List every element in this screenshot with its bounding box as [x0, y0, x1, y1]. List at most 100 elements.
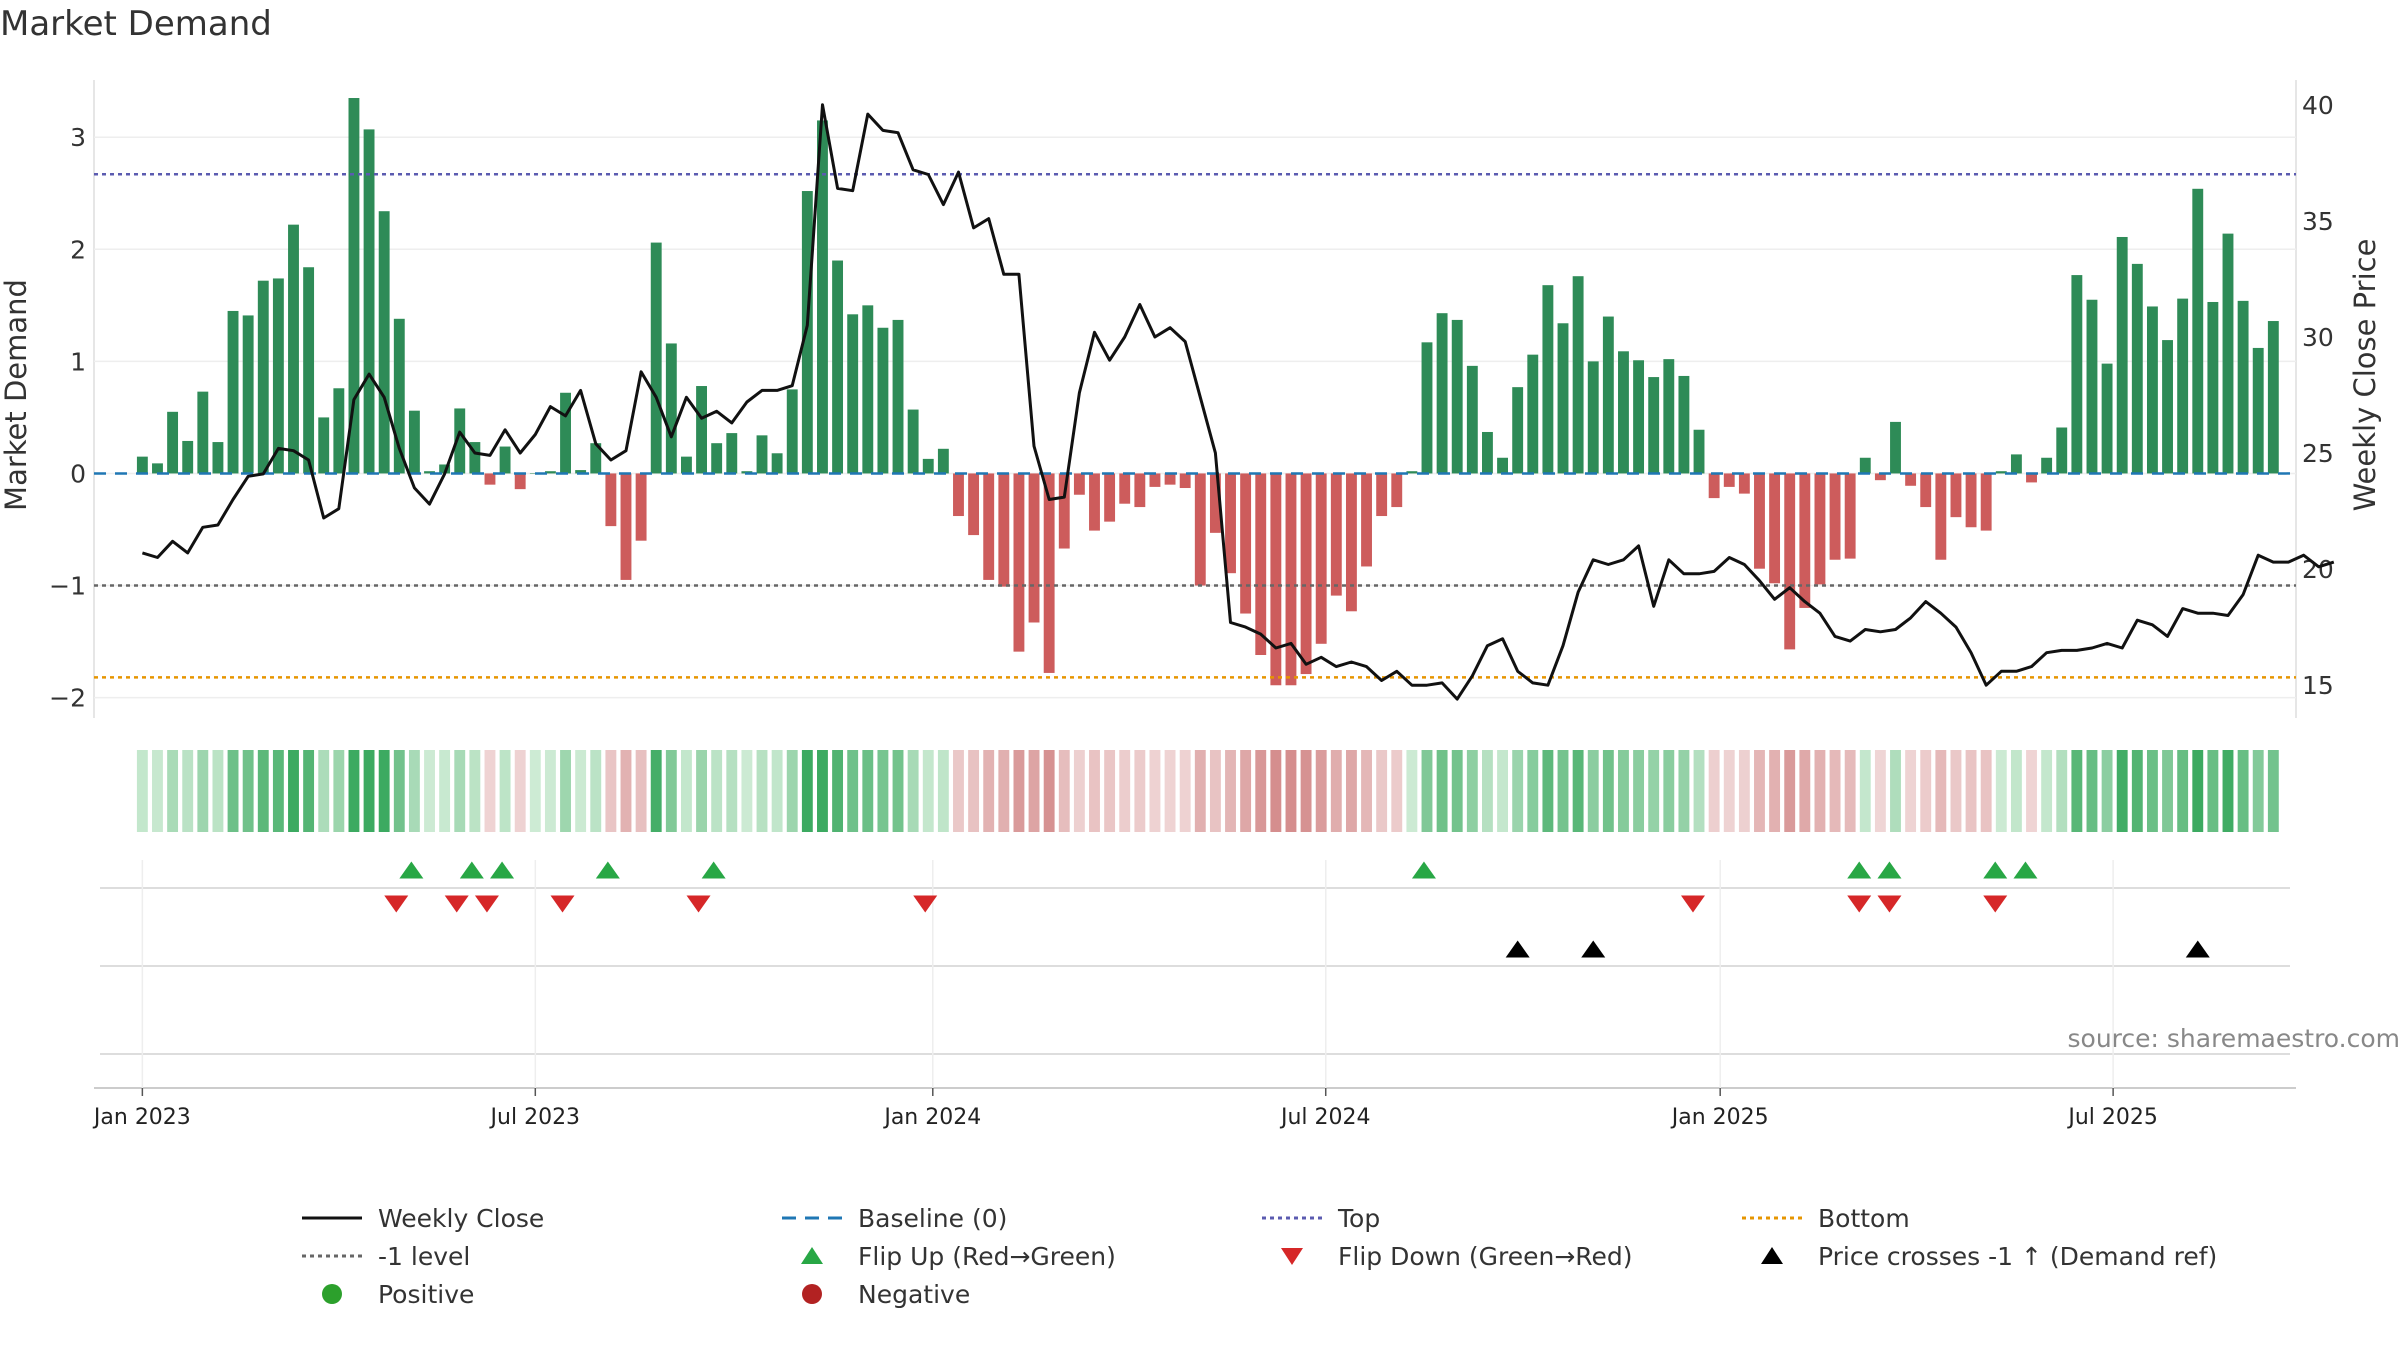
demand-bar — [1361, 473, 1372, 567]
heatmap-cell — [1073, 750, 1085, 832]
heatmap-cell — [1618, 750, 1629, 832]
heatmap-cell — [1089, 750, 1100, 832]
heatmap-cell — [1723, 750, 1735, 832]
y-tick-label: 0 — [70, 459, 86, 488]
demand-bar — [696, 386, 707, 474]
heatmap-cell — [937, 750, 949, 832]
demand-bar — [1557, 323, 1569, 474]
demand-bar — [1542, 285, 1554, 474]
heatmap-cell — [136, 750, 148, 832]
demand-bar — [1194, 473, 1206, 586]
demand-bar — [227, 310, 239, 474]
heatmap-cell — [1678, 750, 1690, 832]
y-tick-label: −2 — [49, 684, 86, 713]
flip-down-marker — [550, 895, 575, 913]
flip-down-marker — [444, 895, 469, 913]
heatmap-cell — [711, 750, 723, 832]
demand-bar — [1587, 361, 1599, 474]
legend-item-price-cross: Price crosses -1 ↑ (Demand ref) — [1740, 1238, 2217, 1274]
demand-bar — [2131, 263, 2143, 474]
demand-bar — [2101, 363, 2113, 474]
demand-bar — [1935, 473, 1947, 560]
heatmap-cell — [2086, 750, 2098, 832]
demand-bar — [1240, 473, 1252, 614]
flip-up-marker — [399, 861, 424, 879]
demand-bar — [499, 446, 511, 474]
flip-up-marker — [595, 861, 620, 879]
heatmap-cell — [1376, 750, 1388, 832]
heatmap-cell — [877, 750, 889, 832]
heatmap-cell — [1345, 750, 1357, 832]
demand-bar — [1723, 473, 1735, 487]
heatmap-cell — [801, 750, 813, 832]
demand-bar — [650, 242, 662, 474]
demand-bar — [937, 448, 949, 474]
demand-bar — [2010, 454, 2022, 474]
heatmap-cell — [499, 750, 511, 832]
legend-label: -1 level — [378, 1241, 471, 1271]
heatmap-cell — [2116, 750, 2128, 832]
heatmap-cell — [560, 750, 571, 832]
heatmap-cell — [2026, 750, 2037, 832]
legend-label: Weekly Close — [378, 1203, 545, 1233]
demand-bar — [2086, 299, 2098, 474]
heatmap-cell — [197, 750, 209, 832]
heatmap-cell — [1633, 750, 1645, 832]
demand-bar — [1905, 473, 1917, 486]
demand-bar — [1119, 473, 1131, 504]
heatmap-cell — [1028, 750, 1040, 832]
heatmap-cell — [1935, 750, 1947, 832]
heatmap-cell — [1043, 750, 1055, 832]
demand-bar — [1043, 473, 1055, 673]
heatmap-cell — [726, 750, 738, 832]
heatmap-cell — [2101, 750, 2113, 832]
heatmap-cell — [439, 750, 451, 832]
heatmap-cell — [544, 750, 556, 832]
x-tick-label: Jul 2025 — [2066, 1105, 2158, 1130]
heatmap-cell — [167, 750, 179, 832]
legend-label: Baseline (0) — [858, 1203, 1008, 1233]
heatmap-cell — [1421, 750, 1433, 832]
heatmap-cell — [1451, 750, 1463, 832]
heatmap-cell — [1708, 750, 1720, 832]
flip-up-marker — [1411, 861, 1436, 879]
demand-bar — [2146, 306, 2158, 474]
demand-bar — [590, 443, 602, 474]
circle-icon — [322, 1284, 342, 1304]
heatmap-cell — [892, 750, 904, 832]
demand-bar — [560, 392, 571, 474]
legend-dash-swatch — [782, 1216, 842, 1220]
heatmap-cell — [2071, 750, 2083, 832]
demand-bar — [1466, 365, 1478, 474]
heatmap-cell — [408, 750, 420, 832]
demand-bar — [1633, 360, 1645, 474]
heatmap-cell — [2056, 750, 2068, 832]
heatmap-cell — [454, 750, 466, 832]
heatmap-cell — [953, 750, 964, 832]
heatmap-cell — [1058, 750, 1070, 832]
heatmap-cell — [1995, 750, 2007, 832]
flip-down-marker — [1983, 895, 2008, 913]
heatmap-cell — [1149, 750, 1161, 832]
y-axis-label: Market Demand — [0, 279, 33, 511]
flip-down-marker — [474, 895, 499, 913]
demand-bar — [1678, 375, 1690, 474]
demand-bar — [2237, 300, 2249, 474]
demand-bar — [182, 440, 194, 474]
heatmap-cell — [1406, 750, 1418, 832]
heatmap-cell — [1648, 750, 1660, 832]
flip-down-marker — [1877, 895, 1902, 913]
heatmap-cell — [2252, 750, 2264, 832]
heatmap-cell — [2010, 750, 2022, 832]
heatmap-cell — [182, 750, 194, 832]
heatmap-cell — [1194, 750, 1206, 832]
demand-bar — [1436, 313, 1448, 474]
demand-bar — [1784, 473, 1796, 650]
heatmap-cell — [1814, 750, 1826, 832]
heatmap-cell — [1013, 750, 1025, 832]
heatmap-cell — [2207, 750, 2219, 832]
heatmap-cell — [1119, 750, 1131, 832]
demand-bar — [1754, 473, 1765, 569]
legend-label: Bottom — [1818, 1203, 1910, 1233]
y2-tick-label: 40 — [2302, 91, 2334, 120]
